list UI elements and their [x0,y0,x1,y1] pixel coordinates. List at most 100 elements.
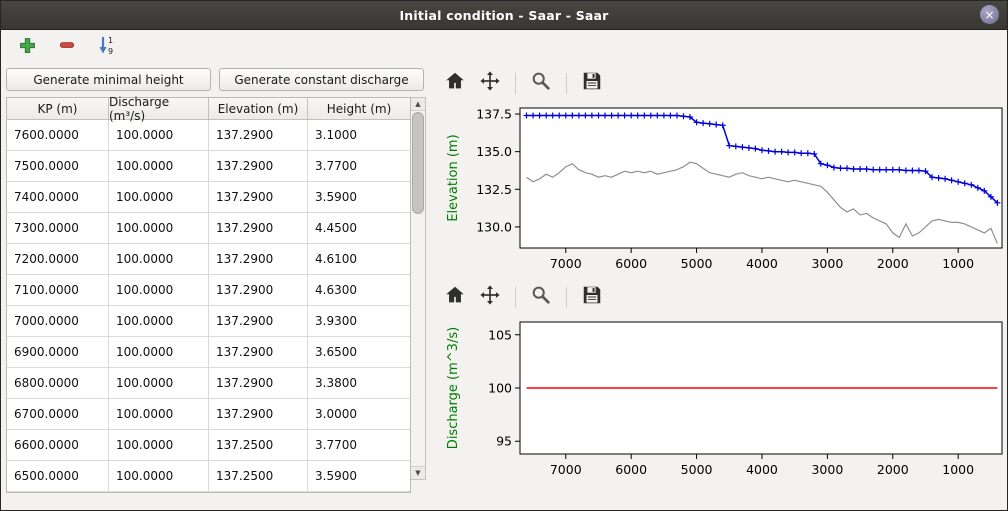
table-cell[interactable]: 3.6500 [315,345,357,359]
column-header[interactable]: KP (m) [7,98,109,119]
toolbar-separator [515,72,516,94]
table-scrollbar[interactable]: ▲ ▼ [411,97,426,480]
table-cell[interactable]: 137.2900 [209,399,308,429]
table-cell[interactable]: 100.0000 [109,430,209,460]
remove-row-button[interactable] [55,35,79,59]
table-cell[interactable]: 6500.0000 [7,461,109,491]
table-cell[interactable]: 100.0000 [109,337,209,367]
table-cell[interactable]: 137.2900 [209,337,308,367]
table-row[interactable]: 7500.0000 100.0000 137.2900 3.7700 [7,151,410,182]
table-cell[interactable]: 7500.0000 [7,151,109,181]
add-row-button[interactable] [15,35,39,59]
table-cell[interactable]: 6700.0000 [7,399,109,429]
table-cell[interactable]: 3.7700 [315,438,357,452]
table-cell[interactable]: 4.6100 [315,252,357,266]
table-cell[interactable]: 3.3800 [315,376,357,390]
table-cell[interactable]: 100.0000 [109,275,209,305]
table-cell[interactable]: 100.0000 [109,120,209,150]
table-cell[interactable]: 137.2500 [209,430,308,460]
table-cell[interactable]: 100.0000 [109,244,209,274]
close-button[interactable]: × [980,5,999,24]
table-cell[interactable]: 137.2900 [209,213,308,243]
table-cell[interactable]: 6600.0000 [7,430,109,460]
table-cell[interactable]: 100.0000 [109,368,209,398]
generate-constant-discharge-button[interactable]: Generate constant discharge [219,68,424,91]
zoom-button[interactable] [526,70,556,97]
table-row[interactable]: 6700.0000 100.0000 137.2900 3.0000 [7,399,410,430]
pan-button[interactable] [475,284,505,311]
svg-text:2000: 2000 [877,256,909,271]
table-cell[interactable]: 100.0000 [109,182,209,212]
table-cell[interactable]: 6800.0000 [7,368,109,398]
table-cell[interactable]: 7200.0000 [7,244,109,274]
app-toolbar: 1 9 [1,30,1007,64]
table-cell[interactable]: 7000.0000 [7,306,109,336]
column-header[interactable]: Discharge (m³/s) [109,95,209,123]
table-cell[interactable]: 3.9300 [315,314,357,328]
zoom-button[interactable] [526,284,556,311]
table-cell[interactable]: 137.2900 [209,275,308,305]
column-header[interactable]: Elevation (m) [209,98,308,119]
elevation-chart[interactable]: 7000 6000 5000 4000 3000 2000 1000 130.0 132.5 13… [440,100,1008,278]
table-cell[interactable]: 100.0000 [109,461,209,491]
table-cell[interactable]: 137.2900 [209,182,308,212]
table-cell[interactable]: 6900.0000 [7,337,109,367]
save-button[interactable] [577,284,607,311]
table-cell[interactable]: 7400.0000 [7,182,109,212]
pan-button[interactable] [475,70,505,97]
table-row[interactable]: 7200.0000 100.0000 137.2900 4.6100 [7,244,410,275]
svg-text:5000: 5000 [681,462,713,477]
home-button[interactable] [440,284,470,311]
table-cell[interactable]: 3.5900 [315,190,357,204]
table-cell[interactable]: 137.2500 [209,461,308,491]
magnifier-icon [530,284,552,310]
svg-text:6000: 6000 [615,462,647,477]
table-wrap: KP (m) Discharge (m³/s) Elevation (m) Heigh… [6,95,431,493]
table-row[interactable]: 6600.0000 100.0000 137.2500 3.7700 [7,430,410,461]
home-button[interactable] [440,70,470,97]
scrollbar-thumb[interactable] [412,112,424,214]
toolbar-separator [566,286,567,308]
save-button[interactable] [577,70,607,97]
save-icon [581,70,603,96]
scroll-up-icon[interactable]: ▲ [411,98,425,111]
table-cell[interactable]: 3.1000 [315,128,357,142]
table-row[interactable]: 6800.0000 100.0000 137.2900 3.3800 [7,368,410,399]
main-area: Generate minimal height Generate constan… [1,64,1007,511]
table-row[interactable]: 7300.0000 100.0000 137.2900 4.4500 [7,213,410,244]
table-row[interactable]: 7600.0000 100.0000 137.2900 3.1000 [7,120,410,151]
table-cell[interactable]: 7300.0000 [7,213,109,243]
left-panel: Generate minimal height Generate constan… [1,64,431,511]
column-header[interactable]: Height (m) [326,101,392,116]
table-cell[interactable]: 100.0000 [109,213,209,243]
table-cell[interactable]: 137.2900 [209,120,308,150]
sort-rows-button[interactable]: 1 9 [95,35,119,59]
table-cell[interactable]: 4.6300 [315,283,357,297]
table-cell[interactable]: 7600.0000 [7,120,109,150]
table-row[interactable]: 7400.0000 100.0000 137.2900 3.5900 [7,182,410,213]
table-cell[interactable]: 137.2900 [209,244,308,274]
table-cell[interactable]: 137.2900 [209,151,308,181]
home-icon [444,284,466,310]
table-cell[interactable]: 100.0000 [109,151,209,181]
table-cell[interactable]: 3.0000 [315,407,357,421]
table-cell[interactable]: 137.2900 [209,368,308,398]
table-cell[interactable]: 3.7700 [315,159,357,173]
table-cell[interactable]: 4.4500 [315,221,357,235]
table-cell[interactable]: 3.5900 [315,469,357,483]
generate-buttons-row: Generate minimal height Generate constan… [6,68,424,91]
table-row[interactable]: 6900.0000 100.0000 137.2900 3.6500 [7,337,410,368]
discharge-chart[interactable]: 7000 6000 5000 4000 3000 2000 1000 95 100 105 Disc… [440,314,1008,484]
table-cell[interactable]: 7100.0000 [7,275,109,305]
table-cell[interactable]: 100.0000 [109,399,209,429]
table-row[interactable]: 6500.0000 100.0000 137.2500 3.5900 [7,461,410,492]
scroll-down-icon[interactable]: ▼ [411,466,425,479]
svg-text:130.0: 130.0 [476,219,512,234]
table-row[interactable]: 7000.0000 100.0000 137.2900 3.9300 [7,306,410,337]
svg-text:95: 95 [496,434,512,449]
table-cell[interactable]: 100.0000 [109,306,209,336]
table-row[interactable]: 7100.0000 100.0000 137.2900 4.6300 [7,275,410,306]
generate-minimal-height-button[interactable]: Generate minimal height [6,68,211,91]
svg-text:135.0: 135.0 [476,144,512,159]
table-cell[interactable]: 137.2900 [209,306,308,336]
